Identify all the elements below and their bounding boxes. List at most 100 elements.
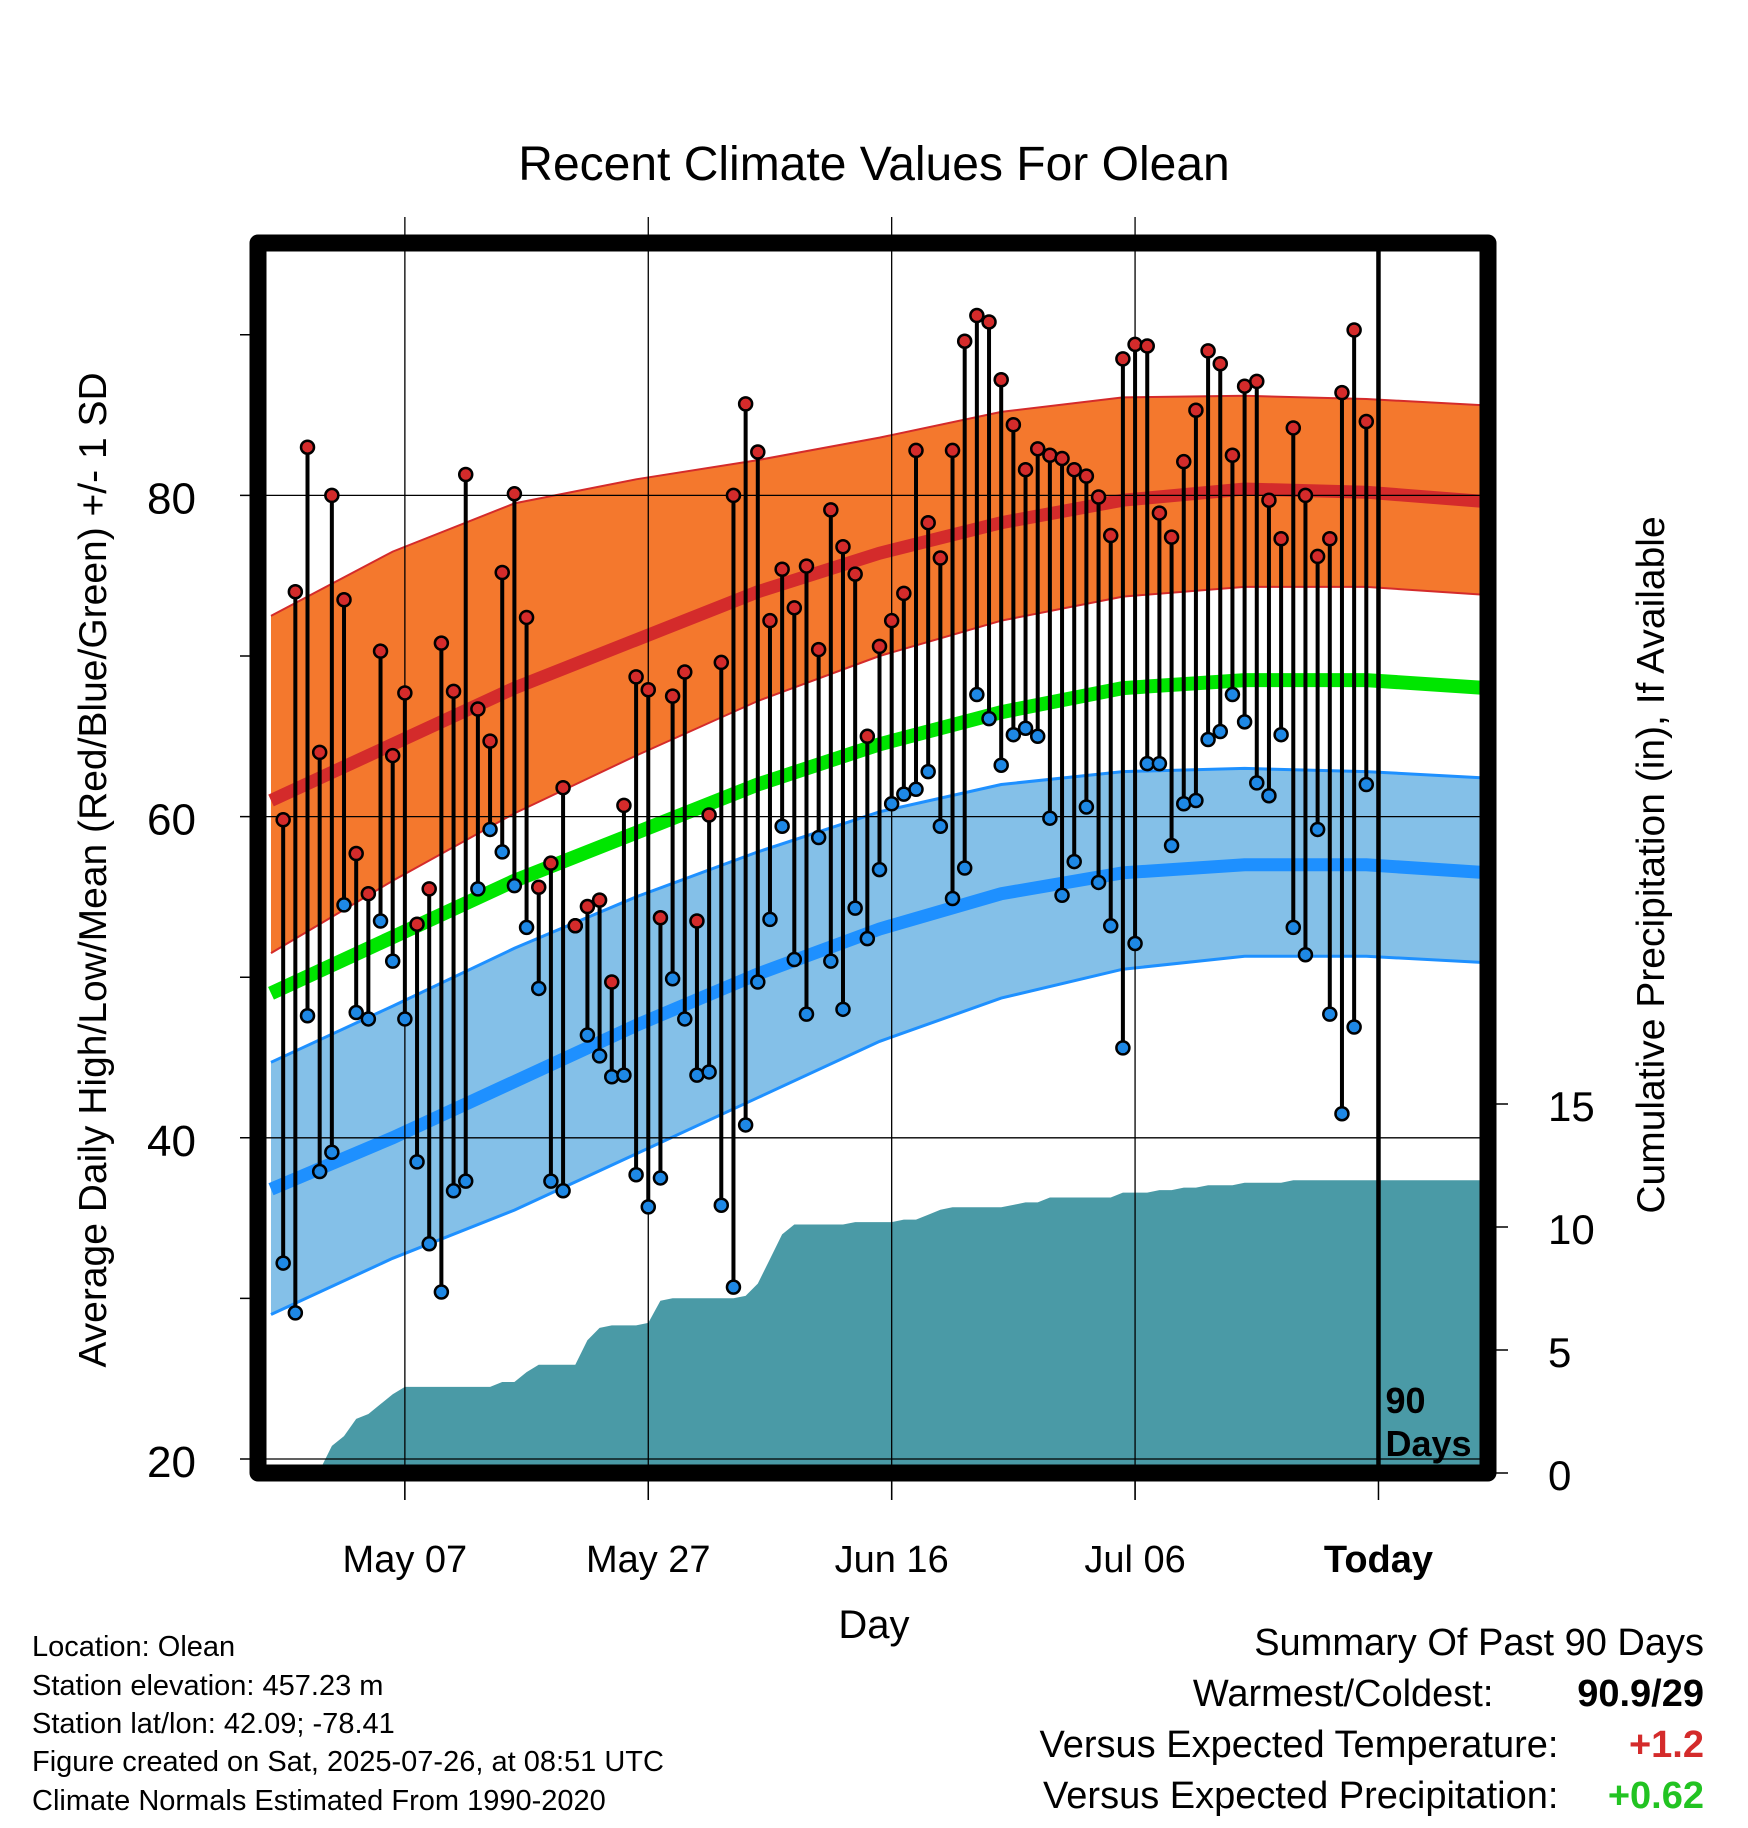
- daily-low-dot-44: [798, 1006, 815, 1022]
- daily-low-dot-42: [774, 818, 790, 834]
- daily-high-dot-38: [725, 487, 742, 504]
- today-marker-label-1: 90: [1385, 1380, 1425, 1421]
- daily-low-dot-47: [835, 1001, 851, 1018]
- daily-high-dot-4: [311, 744, 328, 761]
- daily-low-dot-71: [1127, 935, 1143, 952]
- y2-axis-label: Cumulative Precipitation (in), If Availa…: [1630, 516, 1673, 1213]
- daily-high-dot-6: [336, 592, 352, 608]
- x-tick-label-51: Jun 16: [835, 1539, 949, 1581]
- daily-high-dot-75: [1176, 453, 1192, 470]
- daily-high-dot-42: [774, 561, 790, 578]
- daily-low-dot-41: [762, 911, 778, 928]
- daily-high-dot-28: [604, 974, 620, 990]
- daily-low-dot-60: [993, 757, 1009, 773]
- daily-high-dot-45: [810, 641, 827, 658]
- daily-high-dot-8: [360, 885, 377, 902]
- daily-low-dot-61: [1005, 726, 1022, 743]
- daily-low-dot-28: [604, 1069, 620, 1085]
- daily-high-dot-72: [1139, 338, 1155, 354]
- daily-low-dot-78: [1212, 723, 1229, 740]
- daily-high-dot-21: [518, 609, 535, 626]
- daily-low-dot-77: [1200, 731, 1216, 748]
- daily-low-dot-89: [1346, 1019, 1362, 1035]
- daily-low-dot-30: [628, 1166, 644, 1183]
- daily-low-dot-68: [1090, 874, 1107, 891]
- daily-high-dot-11: [397, 685, 413, 701]
- warmest-value: 90.9/29: [1577, 1673, 1704, 1715]
- daily-low-dot-31: [640, 1199, 657, 1215]
- y2-tick-label-15: 15: [1548, 1083, 1595, 1130]
- y-tick-label-60: 60: [147, 796, 196, 845]
- daily-high-dot-51: [883, 612, 900, 629]
- daily-low-dot-74: [1163, 837, 1180, 854]
- daily-low-dot-8: [360, 1011, 377, 1027]
- daily-low-dot-80: [1236, 714, 1253, 730]
- daily-low-dot-64: [1042, 810, 1058, 826]
- warmest-label: Warmest/Coldest:: [1192, 1673, 1494, 1715]
- daily-high-dot-23: [543, 855, 559, 871]
- daily-high-dot-60: [993, 372, 1009, 388]
- daily-high-dot-79: [1224, 447, 1241, 463]
- latlon-text: Station lat/lon: 42.09; -78.41: [32, 1708, 395, 1740]
- daily-low-dot-46: [823, 953, 839, 969]
- y2-tick-label-5: 5: [1548, 1329, 1571, 1376]
- daily-low-dot-81: [1249, 775, 1265, 791]
- daily-high-dot-44: [798, 558, 815, 574]
- normal-high-upper-edge: [270, 394, 1488, 617]
- daily-low-dot-18: [482, 821, 498, 838]
- daily-low-dot-48: [847, 900, 863, 916]
- daily-high-dot-50: [871, 638, 888, 655]
- daily-high-dot-61: [1005, 416, 1022, 433]
- daily-high-dot-54: [920, 514, 936, 531]
- daily-high-dot-1: [275, 812, 291, 828]
- normal-low-line: [268, 858, 1488, 1196]
- y2-tick-label-0: 0: [1548, 1452, 1571, 1499]
- daily-low-dot-26: [579, 1027, 596, 1043]
- daily-low-dot-58: [969, 686, 985, 703]
- daily-low-dot-6: [336, 897, 352, 913]
- daily-low-dot-87: [1322, 1006, 1338, 1022]
- daily-high-dot-83: [1273, 531, 1289, 547]
- daily-low-dot-51: [883, 796, 900, 812]
- daily-low-dot-65: [1054, 887, 1070, 904]
- daily-high-dot-24: [555, 779, 571, 796]
- daily-high-dot-26: [579, 898, 596, 915]
- daily-low-dot-11: [397, 1011, 413, 1027]
- summary-precip-row: Versus Expected Precipitation: +0.62: [1043, 1775, 1704, 1818]
- summary-title: Summary Of Past 90 Days: [1254, 1622, 1704, 1664]
- x-tick-label-71: Jul 06: [1084, 1539, 1185, 1581]
- daily-low-dot-23: [543, 1173, 559, 1189]
- elevation-text: Station elevation: 457.23 m: [32, 1670, 384, 1702]
- daily-high-dot-88: [1334, 384, 1350, 401]
- daily-high-dot-69: [1102, 527, 1119, 544]
- precip-area: [271, 1180, 1488, 1473]
- x-tick-label-91: Today: [1324, 1539, 1433, 1581]
- x-axis-label: Day: [838, 1603, 909, 1647]
- daily-high-dot-59: [981, 314, 997, 330]
- y-tick-label-80: 80: [147, 474, 196, 523]
- daily-high-dot-27: [591, 892, 608, 908]
- daily-high-dot-63: [1029, 441, 1046, 457]
- daily-high-dot-52: [896, 585, 912, 602]
- x-tick-label-31: May 27: [586, 1539, 711, 1581]
- daily-low-dot-57: [956, 860, 973, 876]
- daily-low-dot-76: [1188, 792, 1204, 809]
- daily-low-dot-90: [1358, 776, 1375, 793]
- daily-high-dot-25: [567, 918, 583, 934]
- daily-low-dot-36: [701, 1064, 717, 1080]
- daily-low-dot-49: [859, 930, 876, 947]
- precip-anomaly-value: +0.62: [1607, 1775, 1704, 1817]
- daily-low-dot-66: [1066, 853, 1082, 870]
- y-tick-label-20: 20: [147, 1438, 196, 1487]
- daily-high-dot-48: [847, 566, 863, 582]
- daily-high-dot-3: [299, 439, 316, 455]
- daily-low-dot-59: [981, 710, 997, 727]
- daily-high-dot-73: [1151, 505, 1168, 521]
- daily-high-dot-66: [1066, 461, 1082, 478]
- daily-high-dot-81: [1249, 373, 1265, 390]
- daily-low-dot-24: [555, 1183, 571, 1199]
- daily-high-dot-36: [701, 807, 717, 823]
- precip-anomaly-label: Versus Expected Precipitation:: [1043, 1775, 1559, 1817]
- daily-high-dot-17: [470, 701, 486, 717]
